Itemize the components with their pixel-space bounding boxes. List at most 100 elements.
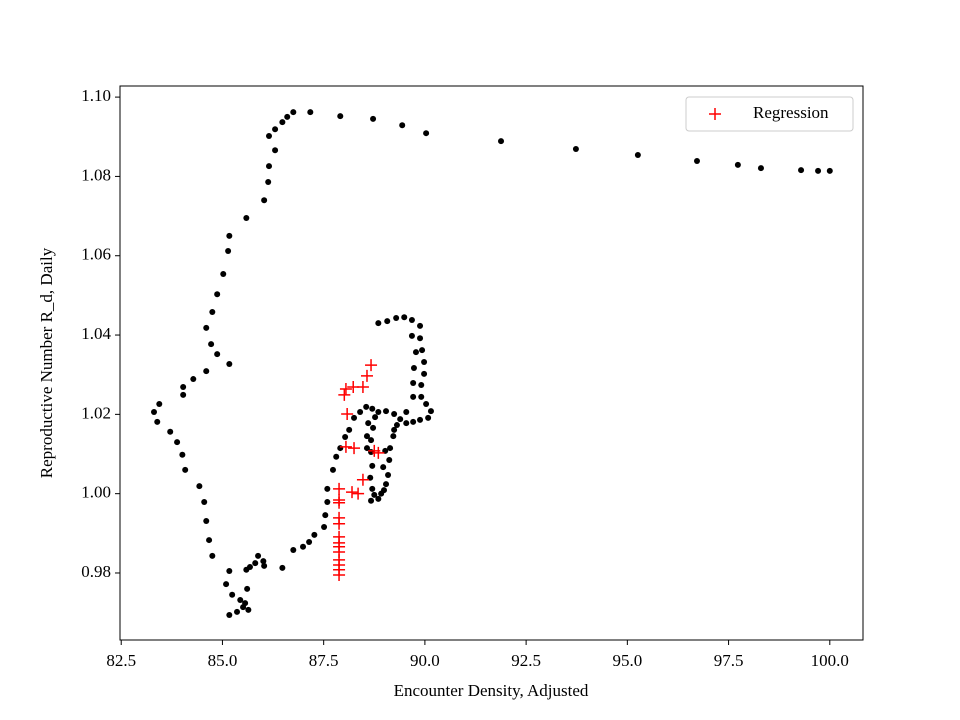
point	[237, 596, 244, 603]
point	[410, 418, 417, 425]
point	[369, 405, 376, 412]
point	[333, 568, 346, 581]
point	[369, 485, 376, 492]
point	[375, 495, 382, 502]
point	[417, 322, 424, 329]
point	[357, 408, 364, 415]
point	[427, 408, 434, 415]
point	[421, 370, 428, 377]
point	[356, 380, 369, 393]
point	[372, 414, 379, 421]
point	[252, 560, 259, 567]
point	[356, 473, 369, 486]
x-tick-label: 95.0	[612, 651, 642, 670]
point	[368, 437, 375, 444]
point	[266, 163, 273, 170]
point	[393, 314, 400, 321]
point	[346, 486, 359, 499]
point	[214, 351, 221, 358]
x-tick-label: 97.5	[714, 651, 744, 670]
point	[421, 359, 428, 366]
point	[391, 410, 398, 417]
point	[369, 462, 376, 469]
y-axis-label: Reproductive Number R_d, Daily	[37, 247, 56, 478]
point	[223, 581, 230, 588]
point	[307, 109, 314, 116]
point	[190, 376, 197, 383]
point	[634, 152, 641, 159]
point	[418, 382, 425, 389]
point	[375, 408, 382, 415]
point	[209, 309, 216, 316]
point	[180, 391, 187, 398]
point	[337, 445, 344, 452]
point	[234, 608, 241, 615]
point	[408, 332, 415, 339]
point	[351, 414, 358, 421]
point	[352, 487, 365, 500]
point	[311, 531, 318, 538]
point	[226, 612, 233, 619]
y-tick-label: 1.02	[81, 403, 111, 422]
point	[306, 539, 313, 546]
point	[390, 433, 397, 440]
point	[279, 119, 286, 126]
point	[384, 318, 391, 325]
point	[261, 197, 268, 204]
point	[151, 408, 158, 415]
point	[410, 364, 417, 371]
point	[425, 414, 432, 421]
point	[338, 388, 351, 401]
point	[572, 146, 579, 153]
point	[363, 433, 370, 440]
point	[403, 408, 410, 415]
y-tick-label: 0.98	[81, 562, 111, 581]
point	[403, 420, 410, 427]
point	[265, 178, 272, 185]
point	[365, 420, 372, 427]
point	[418, 393, 425, 400]
point	[342, 433, 349, 440]
point	[410, 393, 417, 400]
point	[333, 517, 346, 530]
point	[244, 585, 251, 592]
point	[243, 215, 250, 222]
point	[203, 324, 210, 331]
point	[363, 445, 370, 452]
x-tick-label: 87.5	[309, 651, 339, 670]
point	[290, 109, 297, 116]
legend-marker	[709, 108, 721, 120]
point	[333, 453, 340, 460]
point	[220, 270, 227, 277]
point	[371, 491, 378, 498]
point	[266, 132, 273, 139]
x-tick-label: 92.5	[511, 651, 541, 670]
point	[272, 147, 279, 154]
point	[201, 498, 208, 505]
x-tick-label: 90.0	[410, 651, 440, 670]
point	[284, 113, 291, 120]
point	[206, 537, 213, 544]
point	[346, 426, 353, 433]
point	[322, 512, 329, 519]
x-tick-label: 85.0	[208, 651, 238, 670]
plot-frame	[119, 85, 864, 641]
point	[242, 600, 249, 607]
x-tick-label: 82.5	[106, 651, 136, 670]
point	[348, 442, 361, 455]
point	[290, 546, 297, 553]
point	[363, 403, 370, 410]
legend-label: Regression	[753, 103, 829, 122]
point	[279, 564, 286, 571]
point	[203, 368, 210, 375]
y-tick-label: 1.10	[81, 86, 111, 105]
point	[329, 466, 336, 473]
point	[412, 349, 419, 356]
point	[167, 428, 174, 435]
point	[734, 161, 741, 168]
point	[324, 498, 331, 505]
point	[387, 445, 394, 452]
point	[798, 167, 805, 174]
point	[370, 115, 377, 122]
point	[272, 126, 279, 133]
